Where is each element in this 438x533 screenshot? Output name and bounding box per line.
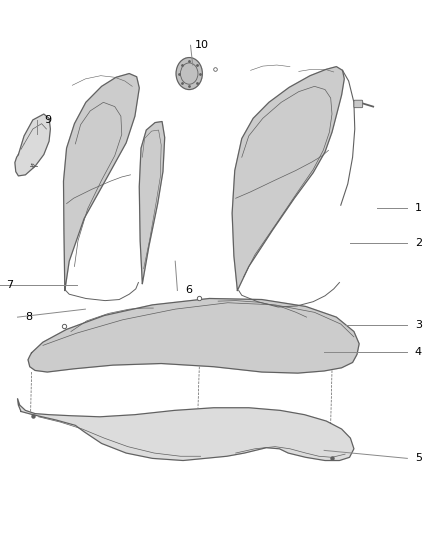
Text: 10: 10 (194, 41, 208, 50)
Text: 8: 8 (25, 312, 32, 322)
Text: 7: 7 (6, 280, 13, 290)
Text: 4: 4 (415, 347, 422, 357)
Text: 2: 2 (415, 238, 422, 247)
Text: 3: 3 (415, 320, 422, 330)
Circle shape (176, 58, 202, 90)
Polygon shape (28, 298, 359, 373)
Polygon shape (15, 114, 50, 176)
Text: 9: 9 (45, 115, 52, 125)
Text: 1: 1 (415, 203, 422, 213)
Polygon shape (139, 122, 165, 284)
Text: 5: 5 (415, 454, 422, 463)
Polygon shape (18, 399, 354, 461)
Polygon shape (64, 74, 139, 290)
Text: 6: 6 (185, 286, 192, 295)
Polygon shape (232, 67, 344, 290)
FancyBboxPatch shape (354, 100, 363, 108)
